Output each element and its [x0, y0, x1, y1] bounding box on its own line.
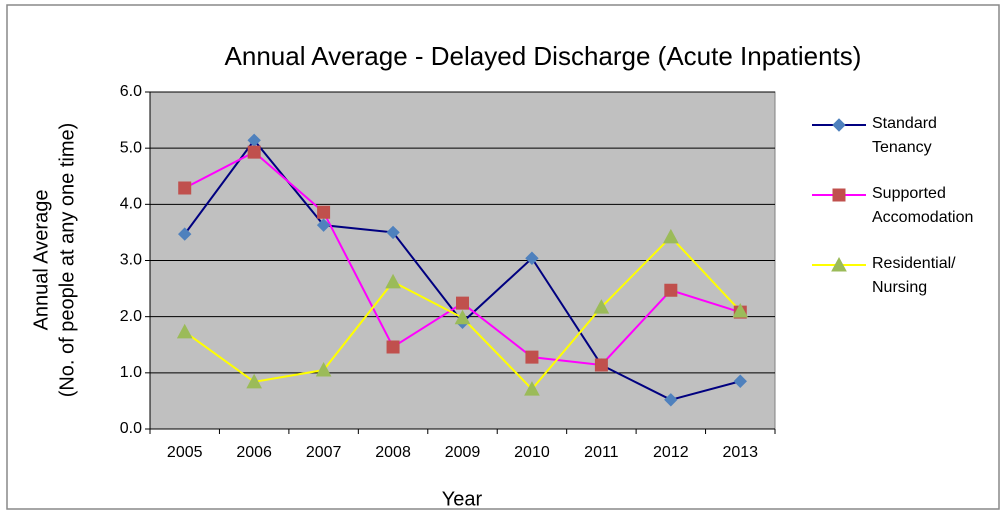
x-tick-label: 2008 [375, 444, 411, 461]
data-point [386, 225, 400, 240]
data-point [315, 361, 332, 377]
data-point [732, 302, 749, 318]
x-tick-label: 2012 [653, 444, 689, 461]
data-point [178, 181, 192, 195]
y-axis-title: Annual Average [30, 190, 52, 331]
data-point [524, 381, 540, 396]
data-point [664, 283, 678, 297]
y-tick-label: 0.0 [120, 420, 142, 437]
x-tick-label: 2005 [167, 444, 203, 461]
data-point [176, 323, 193, 339]
legend-marker [832, 118, 846, 132]
x-tick-label: 2007 [306, 444, 342, 461]
data-point [246, 373, 263, 389]
y-tick-label: 5.0 [120, 139, 142, 156]
data-point [664, 393, 678, 407]
legend-label: Standard Tenancy [872, 115, 937, 156]
data-point [247, 145, 261, 159]
data-point [662, 228, 679, 244]
data-point [594, 358, 608, 372]
legend-marker [831, 256, 847, 272]
data-point [178, 227, 192, 241]
x-tick-label: 2013 [722, 444, 758, 461]
y-axis-title: (No. of people at any one time) [56, 123, 78, 398]
data-point [525, 251, 539, 265]
data-point [454, 309, 471, 325]
y-tick-label: 3.0 [120, 252, 142, 269]
legend-label: Supported Accomodation [872, 185, 974, 226]
y-tick-label: 1.0 [120, 364, 142, 381]
data-point [593, 299, 610, 314]
x-tick-label: 2006 [236, 444, 272, 461]
x-axis-title: Year [442, 488, 483, 510]
y-tick-label: 2.0 [120, 308, 142, 325]
y-tick-label: 4.0 [120, 196, 142, 213]
y-tick-label: 6.0 [120, 83, 142, 100]
data-point [385, 273, 401, 289]
x-tick-label: 2011 [584, 444, 619, 461]
legend-label: Residential/ Nursing [872, 255, 956, 296]
data-point [317, 205, 331, 219]
data-point [733, 374, 747, 388]
data-point [525, 350, 539, 364]
legend-marker [832, 188, 846, 202]
data-point [456, 296, 469, 310]
chart-title: Annual Average - Delayed Discharge (Acut… [225, 41, 862, 71]
x-tick-label: 2010 [514, 444, 550, 461]
x-tick-label: 2009 [445, 444, 481, 461]
data-point [386, 340, 400, 354]
data-point [316, 218, 331, 232]
